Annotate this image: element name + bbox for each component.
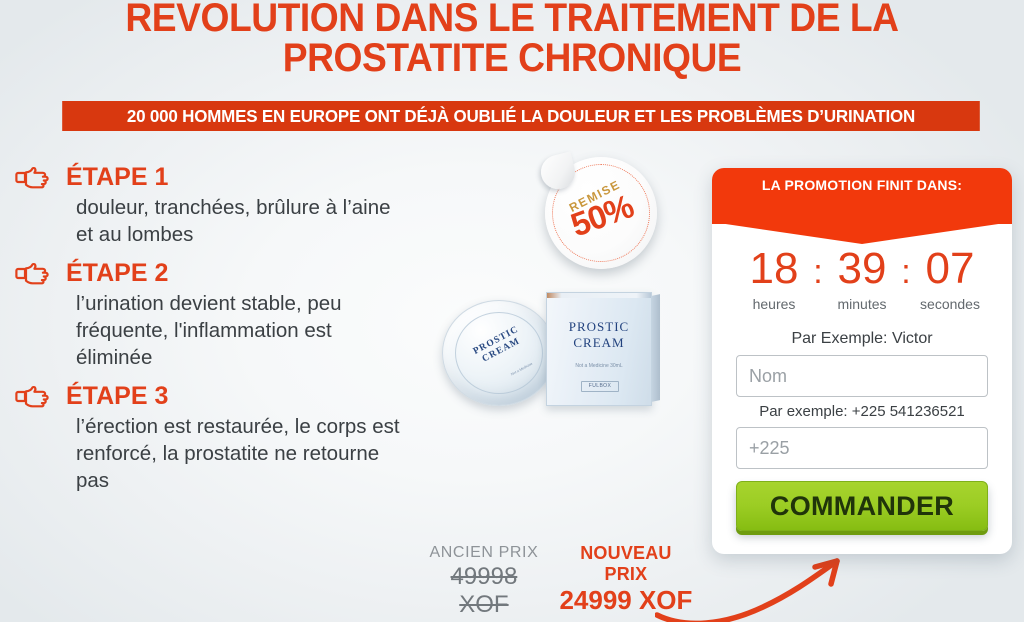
step-item: ÉTAPE 3 l’érection est restaurée, le cor… bbox=[14, 379, 414, 494]
countdown-separator: : bbox=[901, 253, 911, 291]
name-field-hint: Par Exemple: Victor bbox=[791, 330, 933, 347]
box-label-line1: PROSTIC bbox=[568, 319, 630, 334]
step-title: ÉTAPE 2 bbox=[66, 259, 169, 287]
countdown-seconds-label: secondes bbox=[920, 296, 980, 312]
countdown-minutes-label: minutes bbox=[837, 296, 887, 312]
countdown-minutes: 39 bbox=[837, 244, 887, 293]
countdown-label-spacer bbox=[898, 296, 914, 312]
countdown-timer: 18 : 39 : 07 bbox=[712, 246, 1012, 295]
box-note: Not a Medicine 30mL bbox=[575, 363, 623, 369]
step-title: ÉTAPE 1 bbox=[66, 163, 169, 191]
product-jar: PROSTIC CREAM Not a Medicine bbox=[442, 300, 556, 406]
step-header: ÉTAPE 1 bbox=[14, 160, 414, 194]
step-item: ÉTAPE 2 l’urination devient stable, peu … bbox=[14, 256, 414, 371]
box-label: PROSTIC CREAM bbox=[547, 319, 651, 351]
countdown-hours-label: heures bbox=[752, 296, 796, 312]
name-input[interactable] bbox=[736, 355, 988, 397]
box-label-line2: CREAM bbox=[573, 335, 625, 350]
step-header: ÉTAPE 2 bbox=[14, 256, 414, 290]
old-price-value: 49998 XOF bbox=[450, 563, 518, 618]
box-brand-logo: FULBOX bbox=[581, 381, 619, 392]
step-item: ÉTAPE 1 douleur, tranchées, brûlure à l’… bbox=[14, 160, 414, 248]
old-price: ANCIEN PRIX 49998 XOF bbox=[424, 543, 544, 619]
sticker-dotted-border bbox=[552, 164, 650, 262]
pointing-hand-icon bbox=[14, 164, 56, 190]
discount-sticker: REMISE 50% bbox=[537, 151, 657, 269]
countdown-hours: 18 bbox=[749, 244, 799, 293]
price-block: ANCIEN PRIX 49998 XOF NOUVEAU PRIX 24999… bbox=[424, 543, 694, 619]
step-text: l’érection est restaurée, le corps est r… bbox=[76, 415, 400, 492]
step-text: l’urination devient stable, peu fréquent… bbox=[76, 292, 342, 369]
jar-lid-ring bbox=[455, 312, 543, 394]
panel-header: LA PROMOTION FINIT DANS: bbox=[712, 168, 1012, 244]
promo-banner: 20 000 HOMMES EN EUROPE ONT DÉJÀ OUBLIÉ … bbox=[62, 101, 980, 131]
pointing-hand-icon bbox=[14, 260, 56, 286]
countdown-labels: heures minutes secondes bbox=[712, 296, 1012, 312]
panel-header-title: LA PROMOTION FINIT DANS: bbox=[761, 177, 963, 193]
old-price-label: ANCIEN PRIX bbox=[429, 544, 539, 561]
step-text: douleur, tranchées, brûlure à l’aine et … bbox=[76, 196, 391, 246]
step-title: ÉTAPE 3 bbox=[66, 382, 169, 410]
new-price: NOUVEAU PRIX 24999 XOF bbox=[558, 543, 694, 615]
countdown-separator: : bbox=[813, 253, 823, 291]
page-title: REVOLUTION DANS LE TRAITEMENT DE LA PROS… bbox=[125, 0, 899, 80]
countdown-seconds: 07 bbox=[925, 244, 975, 293]
countdown-label-spacer bbox=[810, 296, 826, 312]
steps-list: ÉTAPE 1 douleur, tranchées, brûlure à l’… bbox=[14, 160, 414, 502]
pointing-hand-icon bbox=[14, 383, 56, 409]
phone-input[interactable] bbox=[736, 427, 988, 469]
new-price-value: 24999 XOF bbox=[559, 585, 693, 615]
new-price-label: NOUVEAU PRIX bbox=[580, 543, 672, 584]
panel-header-notch bbox=[712, 222, 1012, 244]
order-button[interactable]: COMMANDER bbox=[736, 481, 988, 531]
box-side-panel bbox=[651, 294, 660, 402]
product-box: PROSTIC CREAM Not a Medicine 30mL FULBOX bbox=[546, 292, 660, 406]
step-header: ÉTAPE 3 bbox=[14, 379, 414, 413]
product-image: PROSTIC CREAM Not a Medicine PROSTIC CRE… bbox=[434, 292, 666, 408]
curved-arrow-icon bbox=[654, 545, 875, 622]
promo-panel: LA PROMOTION FINIT DANS: 18 : 39 : 07 he… bbox=[712, 168, 1012, 554]
phone-field-hint: Par exemple: +225 541236521 bbox=[759, 403, 965, 420]
